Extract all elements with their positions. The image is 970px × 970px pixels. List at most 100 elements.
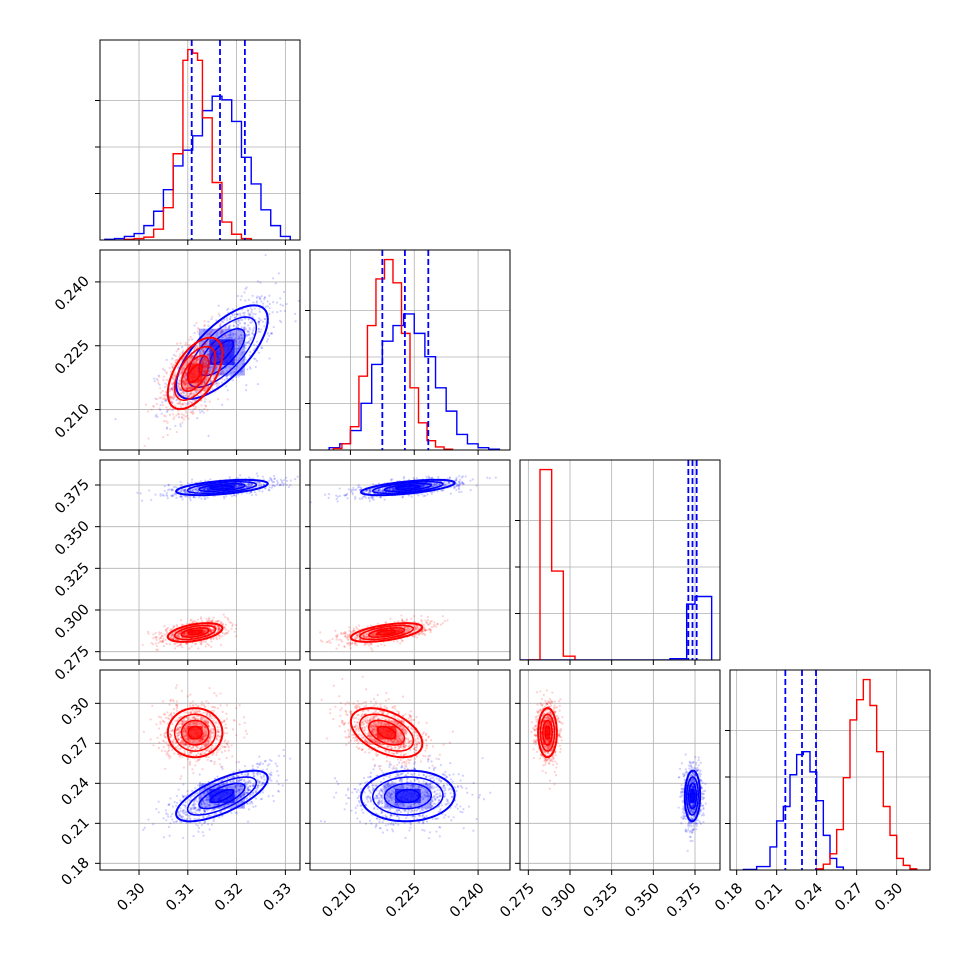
scatter-point (242, 358, 245, 361)
scatter-point (212, 354, 215, 358)
scatter-point (207, 353, 210, 356)
scatter-point (158, 383, 161, 386)
scatter-point (172, 363, 175, 367)
scatter-point (153, 380, 156, 383)
scatter-point (166, 489, 170, 492)
density-block (395, 485, 421, 490)
scatter-point (188, 392, 191, 395)
scatter-point (434, 483, 437, 486)
scatter-point (175, 623, 178, 627)
scatter-point (247, 333, 251, 337)
scatter-point (230, 349, 233, 352)
scatter-point (206, 332, 209, 335)
scatter-point (255, 300, 258, 303)
scatter-point (211, 352, 214, 355)
contour-blue (175, 304, 269, 400)
scatter-point (208, 626, 211, 629)
scatter-point (432, 484, 435, 487)
scatter-point (194, 353, 198, 356)
scatter-point (189, 357, 192, 360)
scatter-point (161, 641, 165, 644)
scatter-point (453, 485, 456, 488)
scatter-point (172, 397, 175, 401)
scatter-point (230, 627, 233, 630)
scatter-point (184, 402, 187, 405)
scatter-point (224, 335, 228, 338)
scatter-point (158, 631, 161, 634)
scatter-point (448, 476, 452, 479)
scatter-point (220, 620, 223, 624)
scatter-point (226, 357, 229, 360)
scatter-point (248, 342, 251, 345)
scatter-point (185, 387, 188, 390)
scatter-point (264, 253, 267, 257)
scatter-point (207, 373, 210, 376)
scatter-point (174, 638, 178, 641)
scatter-point (170, 387, 173, 390)
scatter-point (243, 356, 246, 359)
scatter-point (215, 365, 219, 369)
scatter-point (365, 633, 368, 636)
scatter-point (194, 488, 198, 491)
scatter-point (237, 335, 241, 338)
scatter-point (183, 382, 186, 385)
scatter-point (228, 318, 232, 321)
scatter-point (263, 296, 266, 299)
scatter-point (435, 483, 439, 486)
scatter-point (250, 308, 254, 312)
scatter-point (203, 342, 207, 345)
scatter-point (186, 482, 190, 485)
scatter-point (441, 489, 444, 492)
scatter-point (159, 387, 162, 390)
scatter-point (217, 384, 220, 387)
scatter-point (357, 486, 360, 489)
scatter-point (199, 411, 202, 414)
scatter-point (186, 388, 189, 391)
scatter-point (175, 390, 178, 394)
scatter-point (247, 483, 250, 486)
scatter-point (154, 635, 157, 638)
scatter-point (209, 620, 212, 623)
scatter-point (377, 489, 380, 493)
scatter-point (270, 332, 274, 335)
scatter-point (209, 356, 212, 359)
scatter-point (226, 398, 229, 401)
scatter-point (183, 383, 186, 386)
scatter-point (247, 330, 250, 334)
scatter-point (185, 393, 188, 397)
scatter-point (220, 370, 223, 373)
scatter-point (171, 488, 174, 491)
scatter-point (282, 482, 285, 485)
scatter-point (273, 477, 276, 480)
scatter-point (182, 489, 186, 492)
scatter-point (179, 425, 182, 428)
scatter-point (253, 307, 256, 310)
scatter-point (369, 490, 372, 493)
scatter-point (413, 629, 416, 632)
scatter-point (183, 382, 186, 385)
scatter-point (232, 334, 235, 337)
scatter-point (180, 489, 183, 492)
scatter-point (221, 336, 224, 339)
scatter-point (200, 347, 203, 351)
scatter-point (382, 490, 385, 493)
scatter-point (190, 355, 193, 358)
scatter-point (228, 327, 231, 330)
scatter-point (421, 492, 424, 496)
scatter-point (253, 343, 256, 346)
scatter-point (217, 349, 220, 352)
scatter-point (176, 385, 179, 388)
scatter-point (179, 371, 183, 375)
scatter-point (183, 488, 187, 491)
scatter-point (325, 641, 328, 644)
scatter-point (245, 486, 248, 489)
scatter-point (225, 348, 228, 352)
scatter-point (195, 358, 199, 362)
scatter-point (211, 328, 215, 332)
scatter-point (251, 315, 254, 318)
scatter-point (200, 348, 203, 351)
scatter-point (387, 488, 390, 491)
scatter-point (152, 633, 155, 636)
scatter-point (488, 477, 491, 480)
scatter-point (188, 395, 191, 398)
